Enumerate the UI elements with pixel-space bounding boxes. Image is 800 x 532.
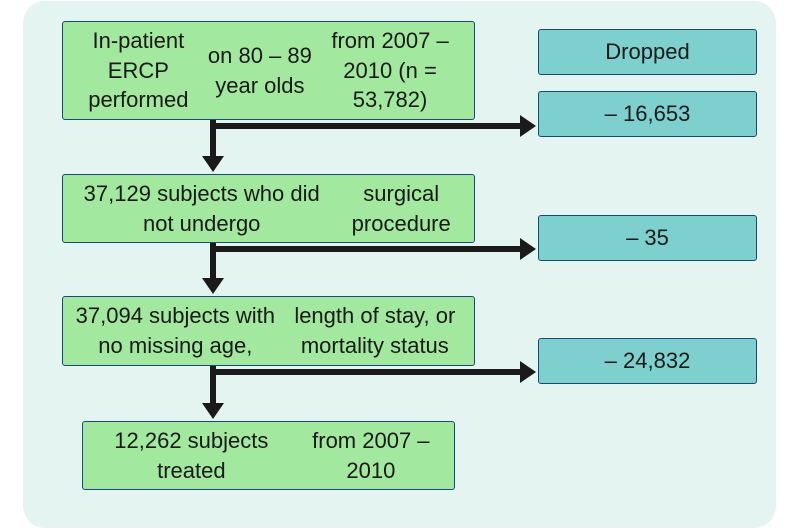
flow-node-1: In-patient ERCP performedon 80 – 89 year…	[62, 21, 475, 120]
dropped-value-3: – 24,832	[538, 338, 757, 384]
flow-node-3: 37,094 subjects with no missing age,leng…	[62, 296, 475, 366]
flow-node-4: 12,262 subjects treatedfrom 2007 – 2010	[82, 421, 455, 490]
flow-node-2: 37,129 subjects who did not undergosurgi…	[62, 174, 475, 243]
dropped-header: Dropped	[538, 29, 757, 75]
dropped-value-1: – 16,653	[538, 91, 757, 137]
dropped-value-2: – 35	[538, 215, 757, 261]
